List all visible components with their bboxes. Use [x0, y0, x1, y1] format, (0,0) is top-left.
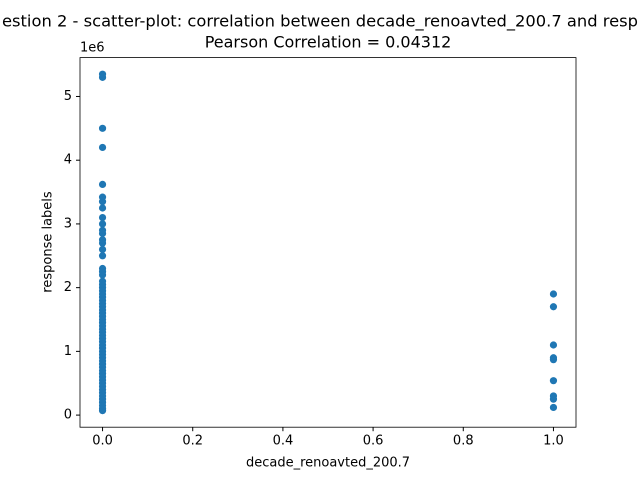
point	[98, 193, 107, 201]
point	[549, 377, 558, 385]
point	[549, 356, 558, 364]
y-tick-label: 3	[64, 216, 72, 231]
point	[98, 180, 107, 189]
point	[98, 204, 107, 212]
point	[549, 341, 558, 349]
point	[98, 236, 107, 244]
x-tick-label: 0.2	[182, 434, 203, 449]
point	[98, 226, 107, 234]
x-tick-label: 1.0	[543, 434, 564, 449]
point	[98, 143, 107, 152]
x-tick-label: 0.0	[92, 434, 113, 449]
point	[549, 290, 558, 298]
y-axis-label: response labels	[41, 191, 56, 293]
point	[98, 70, 107, 78]
y-tick-label: 2	[64, 280, 72, 295]
x-tick-label: 0.4	[273, 434, 294, 449]
y-tick-label: 1	[64, 344, 72, 359]
x-tick-label: 0.8	[453, 434, 474, 449]
y-tick-label: 5	[64, 89, 72, 104]
point	[98, 277, 107, 285]
y-offset-label: 1e6	[80, 41, 105, 56]
x-axis-label: decade_renoavted_200.7	[246, 456, 410, 471]
chart-title: estion 2 - scatter-plot: correlation bet…	[2, 12, 638, 32]
chart-subtitle: Pearson Correlation = 0.04312	[205, 33, 452, 52]
point	[549, 395, 558, 403]
y-tick-label: 0	[64, 408, 72, 423]
y-tick-label: 4	[64, 153, 72, 168]
plot-frame	[79, 57, 577, 428]
point	[98, 213, 107, 222]
point	[549, 403, 558, 412]
point	[98, 220, 107, 228]
point	[98, 245, 107, 254]
point	[549, 303, 558, 311]
point	[98, 252, 107, 260]
point	[98, 124, 107, 132]
point	[98, 264, 107, 273]
x-tick-label: 0.6	[363, 434, 384, 449]
